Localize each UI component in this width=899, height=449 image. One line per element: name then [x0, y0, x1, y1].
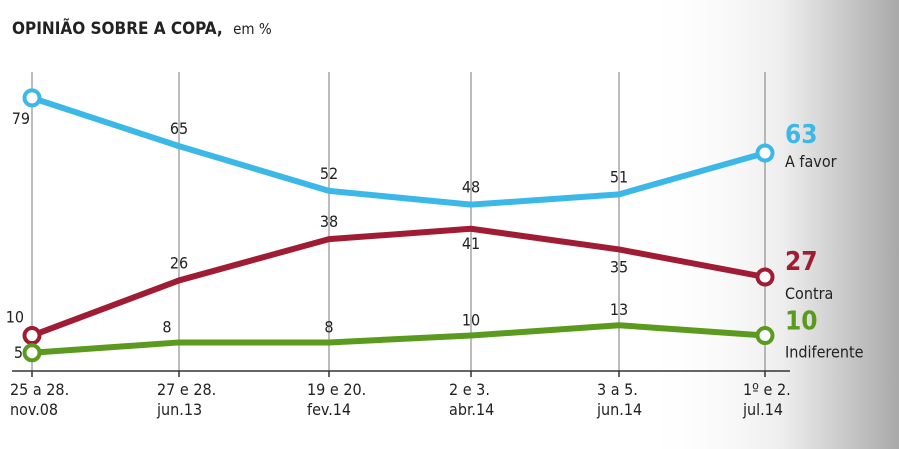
data-label: 52 [320, 164, 338, 183]
data-label: 79 [12, 109, 30, 128]
series-line-2 [29, 322, 768, 356]
series-endpoint-marker [755, 267, 775, 287]
series-line-1 [29, 225, 768, 339]
data-label: 41 [462, 234, 480, 253]
data-label: 8 [324, 317, 333, 336]
x-tick-label: 1º e 2. jul.14 [742, 380, 791, 419]
legend-label: Indiferente [785, 343, 864, 362]
legend-label: Contra [785, 284, 833, 303]
x-axis: 25 a 28. nov.08 27 e 28. jun.13 19 e 20. fev.… [10, 370, 791, 419]
data-labels: 79 65 52 48 51 63 A favor 10 26 38 41 35 27 Contra 5 8 8… [6, 109, 864, 362]
end-value-label: 10 [785, 307, 818, 337]
end-value-label: 27 [785, 247, 818, 277]
bottom-strip [0, 436, 640, 449]
chart-title: OPINIÃO SOBRE A COPA, [12, 16, 223, 39]
data-label: 51 [610, 167, 628, 186]
x-tick-label: 2 e 3. abr.14 [449, 380, 494, 419]
series-endpoint-marker [755, 326, 775, 346]
x-tick-label: 19 e 20. fev.14 [307, 380, 366, 419]
series-endpoint-marker [22, 326, 42, 346]
series-endpoint-marker [755, 143, 775, 163]
grid-layer [31, 72, 766, 371]
end-value-label: 63 [785, 120, 818, 150]
series-endpoint-marker [22, 88, 42, 108]
data-label: 38 [320, 212, 338, 231]
data-label: 5 [14, 343, 23, 362]
series-points [22, 88, 775, 363]
data-label: 26 [170, 253, 188, 272]
data-label: 48 [462, 178, 480, 197]
data-label: 35 [610, 257, 628, 276]
series-lines [29, 94, 768, 356]
background-shade [640, 0, 899, 449]
legend-label: A favor [785, 152, 837, 171]
x-tick-label: 3 a 5. jun.14 [596, 380, 642, 419]
data-label: 13 [610, 300, 628, 319]
svg-text:OPINIÃO SOBRE A COPA, em: OPINIÃO SOBRE A COPA, em % [12, 16, 272, 39]
chart-subtitle: em % [233, 20, 272, 38]
data-label: 10 [462, 311, 480, 330]
series-line-0 [29, 94, 768, 208]
data-label: 8 [162, 317, 171, 336]
x-tick-label: 25 a 28. nov.08 [10, 380, 69, 419]
series-endpoint-marker [22, 343, 42, 363]
data-label: 10 [6, 308, 24, 327]
data-label: 65 [170, 119, 188, 138]
x-tick-label: 27 e 28. jun.13 [156, 380, 216, 419]
